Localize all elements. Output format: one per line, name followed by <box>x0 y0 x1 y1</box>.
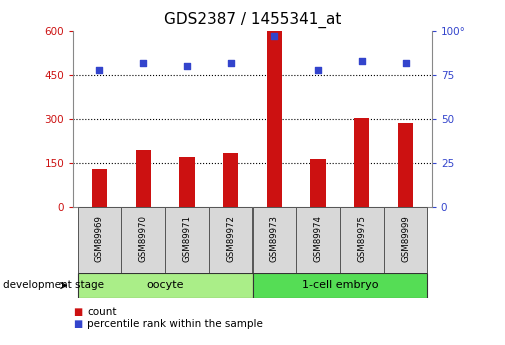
Text: GSM89972: GSM89972 <box>226 215 235 262</box>
Bar <box>78 273 252 298</box>
Text: count: count <box>87 307 117 317</box>
Bar <box>252 273 427 298</box>
Point <box>401 60 410 66</box>
Bar <box>252 207 296 273</box>
Bar <box>209 207 252 273</box>
Point <box>227 60 235 66</box>
Title: GDS2387 / 1455341_at: GDS2387 / 1455341_at <box>164 12 341 28</box>
Point <box>270 33 278 39</box>
Bar <box>135 150 151 207</box>
Bar <box>311 159 326 207</box>
Bar <box>121 207 165 273</box>
Text: GSM89973: GSM89973 <box>270 215 279 262</box>
Bar <box>165 207 209 273</box>
Text: GSM89970: GSM89970 <box>139 215 147 262</box>
Point <box>314 67 322 72</box>
Bar <box>267 31 282 207</box>
Bar <box>78 207 121 273</box>
Point <box>139 60 147 66</box>
Text: GSM89999: GSM89999 <box>401 215 410 262</box>
Text: GSM89971: GSM89971 <box>182 215 191 262</box>
Bar <box>340 207 384 273</box>
Text: ■: ■ <box>73 307 82 317</box>
Text: oocyte: oocyte <box>146 280 184 290</box>
Text: development stage: development stage <box>3 280 104 290</box>
Bar <box>384 207 427 273</box>
Text: 1-cell embryo: 1-cell embryo <box>301 280 378 290</box>
Point <box>183 63 191 69</box>
Text: GSM89975: GSM89975 <box>358 215 366 262</box>
Bar <box>296 207 340 273</box>
Bar <box>223 153 238 207</box>
Text: ■: ■ <box>73 319 82 329</box>
Bar <box>179 157 194 207</box>
Bar <box>398 124 413 207</box>
Bar <box>354 118 370 207</box>
Bar <box>92 169 107 207</box>
Point <box>95 67 104 72</box>
Point <box>358 58 366 64</box>
Text: percentile rank within the sample: percentile rank within the sample <box>87 319 263 329</box>
Text: GSM89974: GSM89974 <box>314 215 323 262</box>
Text: GSM89969: GSM89969 <box>95 215 104 262</box>
